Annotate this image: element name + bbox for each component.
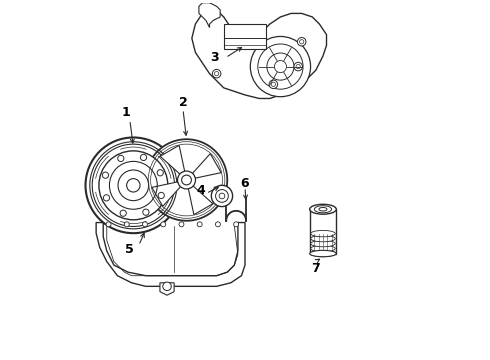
Circle shape [102, 172, 109, 178]
Polygon shape [188, 186, 213, 215]
Polygon shape [96, 222, 245, 286]
Bar [310, 209, 336, 253]
Ellipse shape [311, 250, 335, 257]
Circle shape [157, 170, 163, 176]
Circle shape [143, 209, 149, 215]
Text: 5: 5 [125, 243, 134, 256]
Ellipse shape [311, 246, 335, 252]
Text: 4: 4 [196, 184, 205, 197]
Circle shape [294, 62, 302, 71]
Polygon shape [199, 3, 220, 28]
Text: 2: 2 [178, 95, 187, 108]
Circle shape [106, 222, 111, 227]
Polygon shape [193, 154, 221, 178]
Text: 6: 6 [241, 177, 249, 190]
Circle shape [141, 154, 147, 161]
Circle shape [212, 69, 221, 78]
Circle shape [103, 195, 110, 201]
Circle shape [179, 222, 184, 227]
Circle shape [99, 151, 168, 220]
Circle shape [158, 192, 164, 199]
Circle shape [216, 222, 220, 227]
Circle shape [297, 37, 306, 46]
Text: 7: 7 [312, 262, 320, 275]
Circle shape [163, 282, 172, 291]
Ellipse shape [319, 207, 327, 211]
Circle shape [269, 80, 278, 89]
Polygon shape [192, 6, 326, 99]
Circle shape [85, 138, 181, 233]
Ellipse shape [310, 204, 336, 214]
Ellipse shape [311, 235, 335, 242]
Circle shape [197, 222, 202, 227]
Polygon shape [224, 24, 266, 49]
Circle shape [143, 222, 147, 227]
Circle shape [250, 36, 311, 97]
Polygon shape [160, 283, 174, 295]
Circle shape [211, 185, 233, 207]
Circle shape [120, 210, 126, 216]
Polygon shape [152, 182, 180, 206]
Circle shape [177, 171, 196, 189]
Circle shape [124, 222, 129, 227]
Polygon shape [160, 145, 185, 174]
Text: 3: 3 [211, 51, 219, 64]
Circle shape [146, 139, 227, 221]
Circle shape [161, 222, 166, 227]
Ellipse shape [310, 250, 336, 257]
Circle shape [234, 222, 239, 227]
Text: 1: 1 [122, 106, 131, 119]
Circle shape [182, 175, 192, 185]
Circle shape [118, 155, 124, 162]
Ellipse shape [311, 230, 335, 237]
Ellipse shape [311, 240, 335, 247]
